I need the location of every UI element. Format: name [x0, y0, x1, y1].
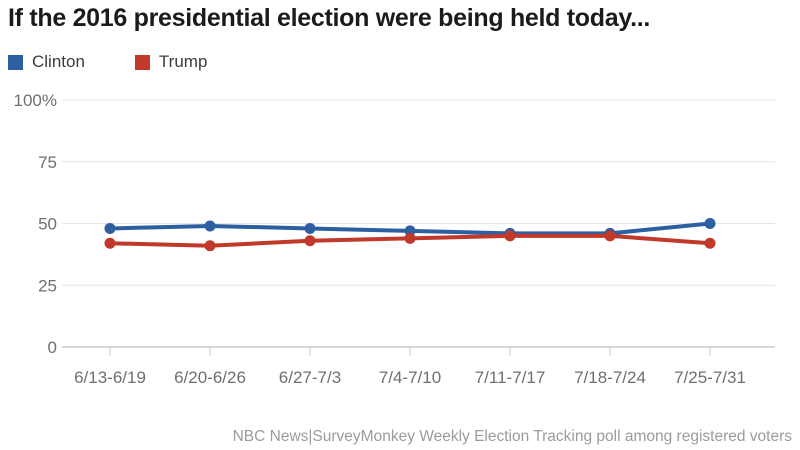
x-axis-label: 6/13-6/19	[74, 368, 146, 387]
x-axis-label: 7/11-7/17	[475, 368, 546, 387]
legend-item-trump: Trump	[134, 52, 208, 72]
legend-label-trump: Trump	[158, 52, 208, 71]
y-axis-label: 0	[48, 338, 57, 357]
data-point-trump	[304, 235, 316, 247]
x-axis-label: 6/20-6/26	[174, 368, 246, 387]
legend-label-clinton: Clinton	[32, 52, 85, 71]
data-point-trump	[104, 237, 116, 249]
data-point-trump	[204, 240, 216, 252]
data-point-trump	[704, 237, 716, 249]
data-point-clinton	[204, 220, 216, 232]
y-axis-label: 75	[38, 153, 57, 172]
chart-title: If the 2016 presidential election were b…	[8, 4, 651, 32]
source-note: NBC News|SurveyMonkey Weekly Election Tr…	[232, 428, 792, 445]
legend-item-clinton: Clinton	[8, 52, 85, 72]
y-axis-label: 50	[38, 215, 57, 234]
y-axis-label: 25	[38, 276, 57, 295]
x-axis-label: 7/25-7/31	[674, 368, 746, 387]
y-axis-label: 100%	[14, 91, 57, 110]
trump-swatch-icon	[134, 54, 150, 70]
data-point-clinton	[704, 218, 716, 229]
data-point-trump	[404, 232, 416, 244]
data-point-clinton	[304, 222, 316, 234]
x-axis-label: 6/27-7/3	[279, 368, 341, 387]
chart-legend: Clinton Trump	[8, 52, 207, 72]
data-point-trump	[504, 230, 516, 242]
data-point-clinton	[104, 222, 116, 234]
data-point-trump	[604, 230, 616, 242]
x-axis-label: 7/18-7/24	[574, 368, 646, 387]
clinton-swatch-icon	[8, 54, 23, 70]
x-axis-label: 7/4-7/10	[379, 368, 441, 387]
